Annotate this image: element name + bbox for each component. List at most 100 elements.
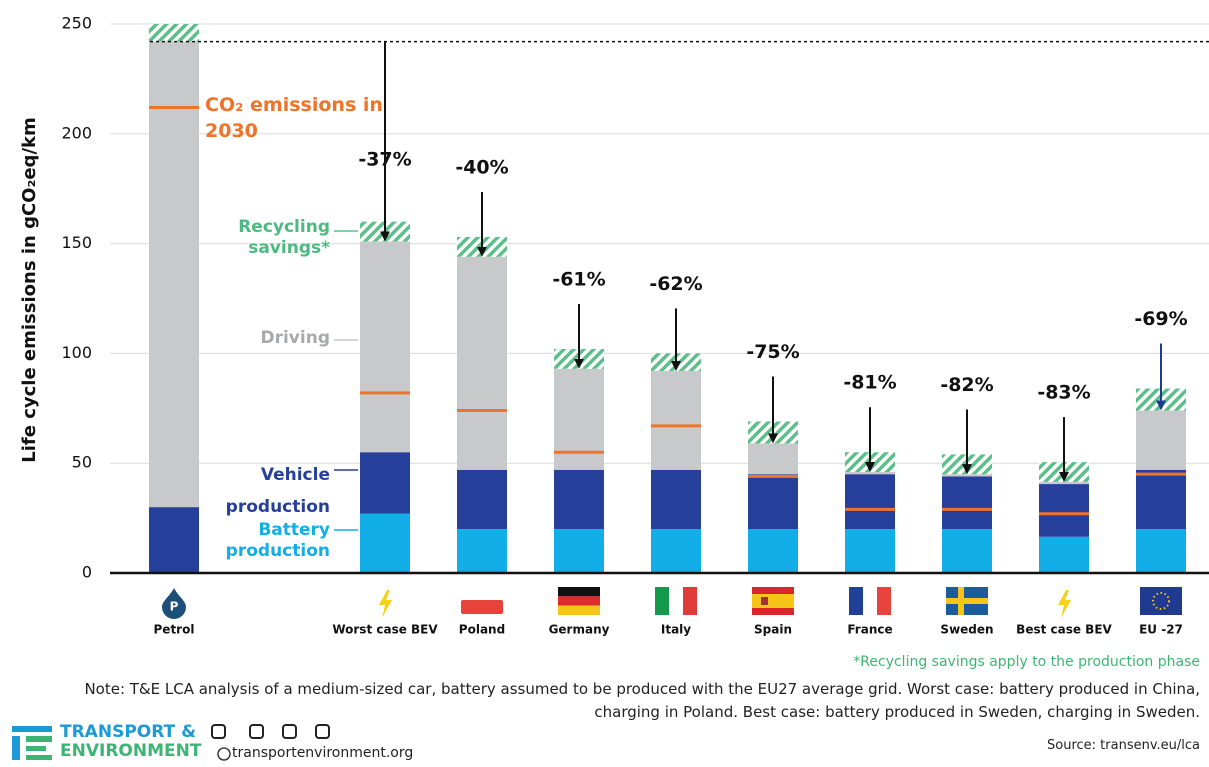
bar-segment <box>942 476 992 530</box>
flag-part <box>877 587 891 615</box>
bar-segment <box>1136 469 1186 530</box>
logo-mark <box>26 746 46 751</box>
reduction-label: -62% <box>649 273 702 295</box>
y-tick-label: 200 <box>61 123 92 142</box>
flag-part <box>558 596 600 606</box>
bar-segment <box>457 529 507 573</box>
reduction-label: -37% <box>358 149 411 171</box>
x-tick-label: Sweden <box>940 623 993 637</box>
logo-line: ENVIRONMENT <box>60 741 202 761</box>
legend-recycling: Recycling savings* <box>238 217 330 258</box>
flag-part <box>683 587 697 615</box>
bar-segment <box>1136 529 1186 573</box>
x-tick-label: Worst case BEV <box>332 623 438 637</box>
source: Source: transenv.eu/lca <box>1047 738 1200 753</box>
reduction-label: -69% <box>1134 308 1187 330</box>
bar-segment <box>651 529 701 573</box>
y-axis-label: Life cycle emissions in gCO₂eq/km <box>19 117 40 462</box>
flag-icon <box>849 587 891 615</box>
website: transportenvironment.org <box>232 745 414 761</box>
reduction-label: -81% <box>843 372 896 394</box>
bar-segment <box>554 368 604 470</box>
bar-segment <box>1039 536 1089 573</box>
flag-icon <box>558 587 600 615</box>
bar-segment <box>942 474 992 477</box>
bar-segment <box>942 529 992 573</box>
reduction-label: -83% <box>1037 382 1090 404</box>
flag-icon <box>946 587 988 615</box>
bar-segment <box>651 370 701 470</box>
bar-segment <box>360 452 410 514</box>
x-tick-label: Best case BEV <box>1016 623 1112 637</box>
flag-part <box>558 605 600 615</box>
logo-mark <box>26 755 52 760</box>
y-tick-label: 250 <box>61 14 92 33</box>
bar-segment <box>651 469 701 530</box>
flag-part <box>849 587 863 615</box>
y-tick-label: 100 <box>61 343 92 362</box>
logo-mark <box>12 726 52 732</box>
flag-icon <box>1140 587 1182 615</box>
flag-part <box>752 594 794 608</box>
lightning-icon <box>379 590 392 618</box>
y-tick-label: 0 <box>82 563 92 582</box>
flag-part <box>1152 592 1170 610</box>
flag-part <box>863 587 877 615</box>
reduction-label: -82% <box>940 374 993 396</box>
reduction-label: -61% <box>552 269 605 291</box>
flag-part <box>761 597 768 605</box>
social-icon <box>315 724 330 739</box>
bar-segment <box>554 469 604 530</box>
reduction-label: -40% <box>455 157 508 179</box>
flag-part <box>655 587 669 615</box>
bar-segment <box>748 529 798 573</box>
bar-segment <box>1136 410 1186 470</box>
flag-icon <box>655 587 697 615</box>
flag-icon <box>752 587 794 615</box>
logo-line: TRANSPORT & <box>60 722 196 742</box>
flag-part <box>461 600 503 614</box>
globe-icon <box>217 747 231 761</box>
bar-segment <box>1039 481 1089 485</box>
co2-annotation: CO₂ emissions in 2030 <box>205 94 383 142</box>
social-icon <box>249 724 264 739</box>
x-tick-label: France <box>847 623 892 637</box>
bar-segment <box>748 474 798 530</box>
petrol-icon <box>162 588 186 619</box>
bar-segment <box>457 469 507 530</box>
bar-segment <box>457 256 507 470</box>
flag-part <box>1140 587 1182 615</box>
legend-vehicle: Vehicle production <box>225 465 330 517</box>
x-tick-label: Poland <box>459 623 505 637</box>
flag-icon <box>461 600 503 614</box>
y-tick-label: 50 <box>72 453 92 472</box>
x-tick-label: Spain <box>754 623 792 637</box>
bar-segment <box>360 513 410 573</box>
lightning-icon <box>1058 590 1071 618</box>
flag-part <box>946 598 988 604</box>
bar-segment <box>149 41 199 508</box>
note-line: charging in Poland. Best case: battery p… <box>594 703 1200 721</box>
reduction-label: -75% <box>746 341 799 363</box>
bar-segment <box>845 474 895 530</box>
bar-segment <box>554 529 604 573</box>
note-line: Note: T&E LCA analysis of a medium-sized… <box>84 680 1200 698</box>
social-icon <box>282 724 297 739</box>
footnote: *Recycling savings apply to the producti… <box>853 654 1200 670</box>
bar-segment <box>149 24 199 42</box>
social-icon <box>211 724 226 739</box>
x-tick-label: Italy <box>661 623 691 637</box>
legend-battery: Battery production <box>225 520 330 561</box>
legend-driving: Driving <box>260 328 330 348</box>
y-tick-label: 150 <box>61 233 92 252</box>
x-tick-label: EU -27 <box>1139 623 1183 637</box>
x-tick-label: Petrol <box>154 623 195 637</box>
bar-segment <box>845 529 895 573</box>
bar-segment <box>360 241 410 453</box>
bar-segment <box>748 443 798 475</box>
x-tick-label: Germany <box>549 623 610 637</box>
bar-segment <box>845 471 895 475</box>
logo-mark <box>26 736 52 742</box>
flag-part <box>669 587 683 615</box>
